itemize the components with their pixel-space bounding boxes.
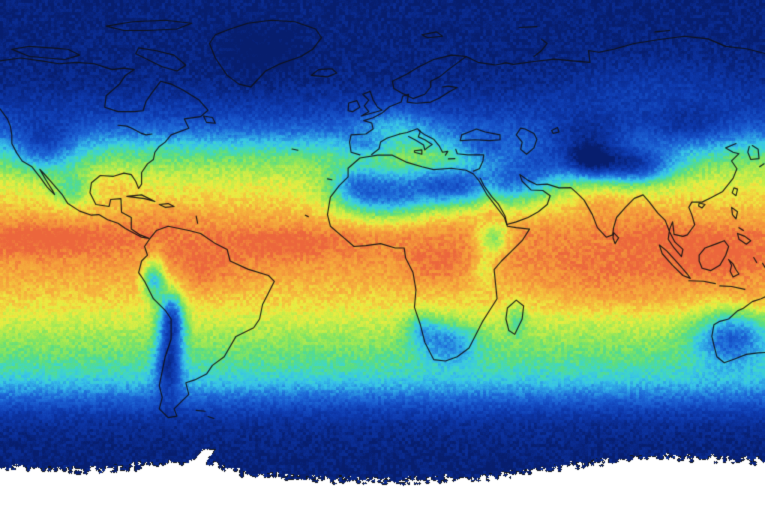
world-heatmap-canvas — [0, 0, 765, 510]
global-climate-heatmap-map — [0, 0, 765, 510]
